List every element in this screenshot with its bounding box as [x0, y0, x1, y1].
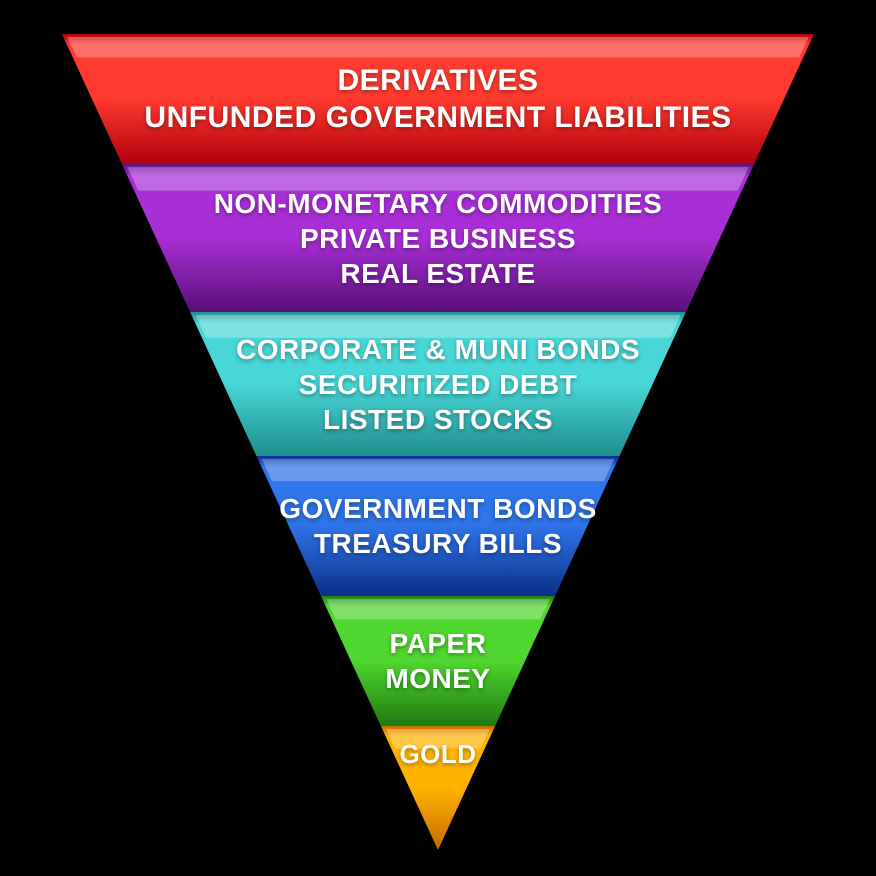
tier-label-line: PAPER — [390, 626, 487, 661]
tier-label-line: GOVERNMENT BONDS — [279, 491, 597, 526]
tier-label-line: CORPORATE & MUNI BONDS — [236, 332, 640, 367]
tier-label-line: TREASURY BILLS — [314, 526, 562, 561]
tier-label-tier-paper: PAPERMONEY — [0, 596, 876, 726]
tier-label-line: PRIVATE BUSINESS — [300, 221, 576, 256]
tier-label-tier-derivatives: DERIVATIVESUNFUNDED GOVERNMENT LIABILITI… — [0, 34, 876, 164]
pyramid-container: DERIVATIVESUNFUNDED GOVERNMENT LIABILITI… — [0, 0, 876, 876]
tier-label-line: LISTED STOCKS — [323, 402, 553, 437]
tier-label-tier-govbonds: GOVERNMENT BONDSTREASURY BILLS — [0, 456, 876, 596]
tier-label-line: MONEY — [385, 661, 490, 696]
tier-label-tier-gold: GOLD — [0, 726, 876, 782]
tier-label-tier-corporate: CORPORATE & MUNI BONDSSECURITIZED DEBTLI… — [0, 312, 876, 456]
tier-label-line: GOLD — [399, 738, 476, 771]
tier-label-line: REAL ESTATE — [340, 256, 535, 291]
tier-label-tier-nonmonetary: NON-MONETARY COMMODITIESPRIVATE BUSINESS… — [0, 164, 876, 312]
tier-label-line: NON-MONETARY COMMODITIES — [214, 186, 663, 221]
tier-label-line: SECURITIZED DEBT — [299, 367, 578, 402]
tier-label-line: UNFUNDED GOVERNMENT LIABILITIES — [144, 99, 731, 137]
tier-label-line: DERIVATIVES — [337, 62, 538, 100]
pyramid-labels: DERIVATIVESUNFUNDED GOVERNMENT LIABILITI… — [0, 0, 876, 876]
